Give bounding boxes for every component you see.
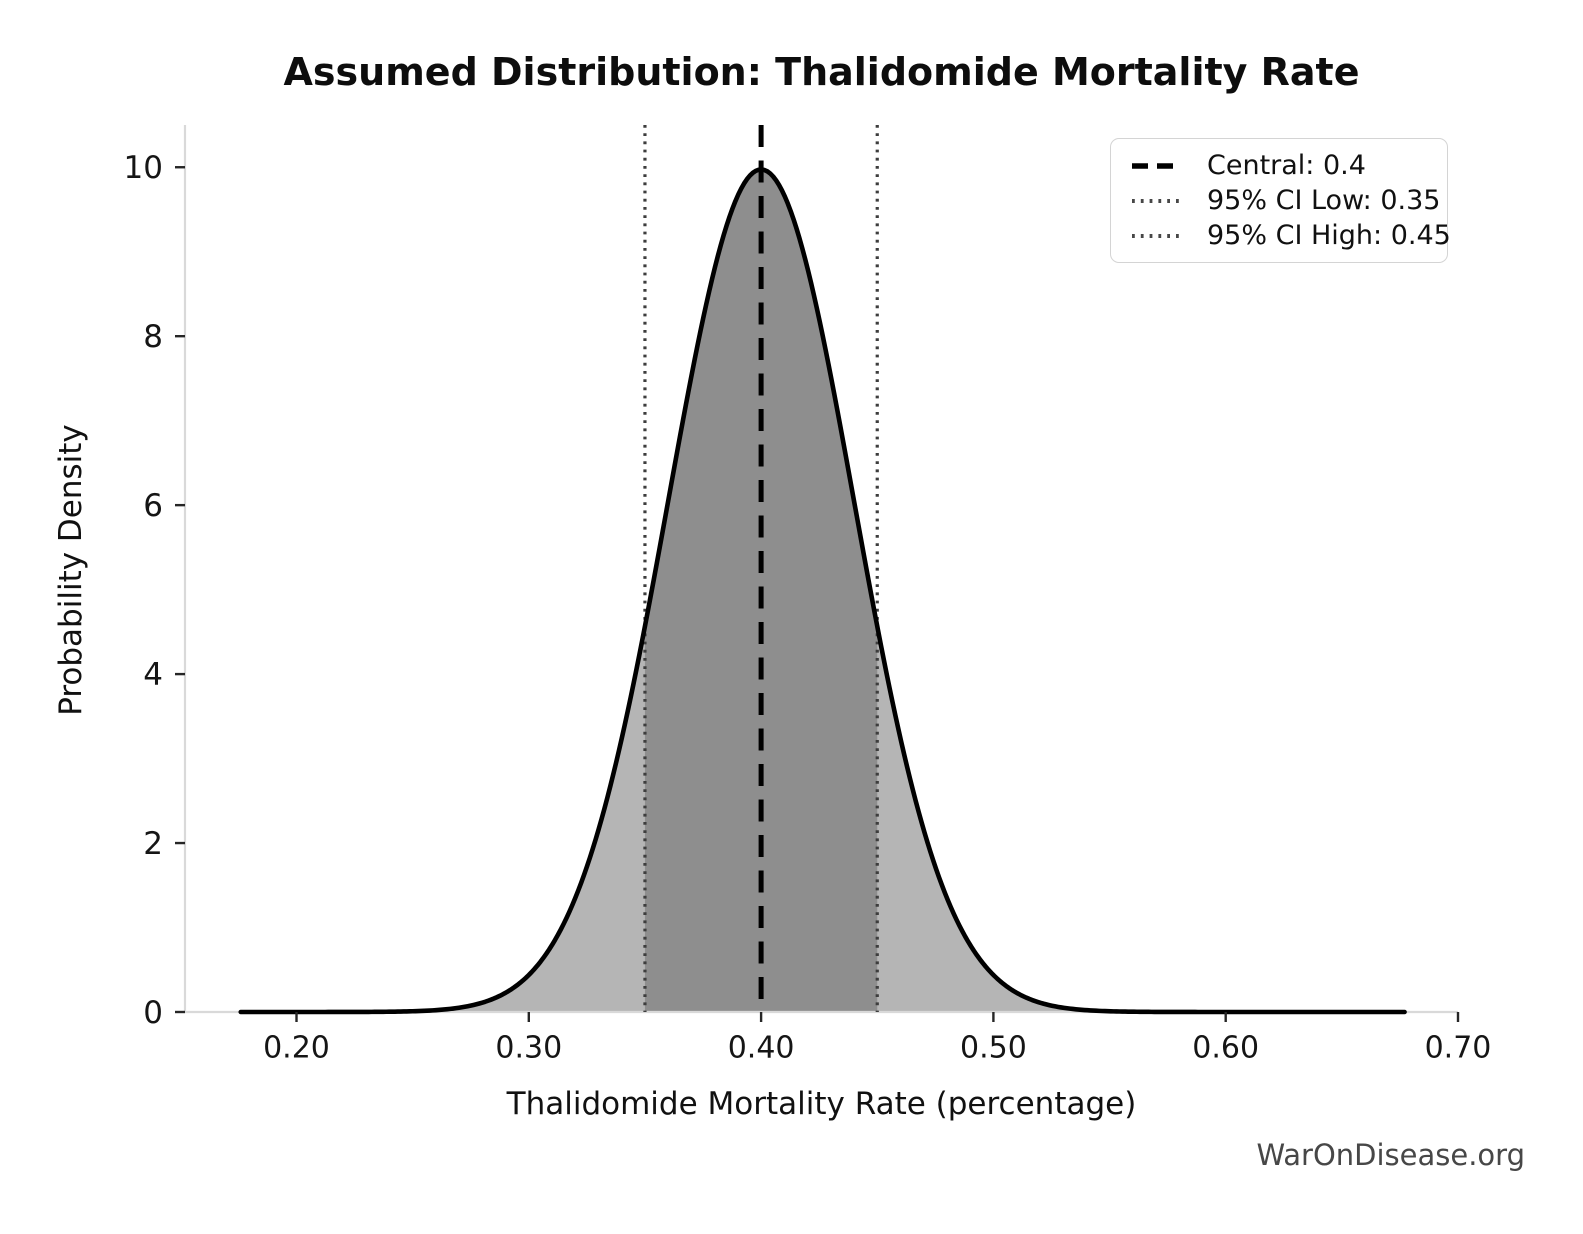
legend-row-ci-high: 95% CI High: 0.45 [1131, 219, 1451, 252]
legend-label-central: Central: 0.4 [1207, 150, 1366, 181]
legend-label-ci-low: 95% CI Low: 0.35 [1207, 185, 1441, 216]
legend-row-central: Central: 0.4 [1131, 149, 1447, 182]
legend-row-ci-low: 95% CI Low: 0.35 [1131, 184, 1447, 217]
x-tick-label: 0.60 [1192, 1031, 1259, 1066]
y-tick-label: 6 [143, 488, 163, 524]
y-tick-label: 10 [124, 150, 163, 186]
x-tick-label: 0.70 [1425, 1031, 1492, 1066]
x-tick-label: 0.50 [960, 1031, 1027, 1066]
legend-label-ci-high: 95% CI High: 0.45 [1207, 220, 1451, 251]
y-axis-label: Probability Density [53, 424, 89, 716]
x-tick-label: 0.20 [263, 1031, 330, 1066]
x-tick-label: 0.30 [495, 1031, 562, 1066]
x-axis-label: Thalidomide Mortality Rate (percentage) [506, 1086, 1137, 1122]
y-tick-label: 0 [143, 995, 163, 1031]
y-tick-label: 4 [143, 657, 163, 693]
legend: Central: 0.4 95% CI Low: 0.35 95% CI Hig… [1110, 138, 1451, 263]
dotted-line-icon [1132, 233, 1180, 238]
dotted-line-icon [1132, 198, 1180, 203]
chart-title: Assumed Distribution: Thalidomide Mortal… [283, 50, 1360, 94]
y-tick-label: 2 [143, 826, 163, 862]
dashed-line-icon [1132, 162, 1180, 169]
y-tick-label: 8 [143, 319, 163, 355]
x-tick-label: 0.40 [728, 1031, 795, 1066]
density-curve [238, 167, 1407, 1015]
watermark: WarOnDisease.org [1256, 1138, 1525, 1172]
